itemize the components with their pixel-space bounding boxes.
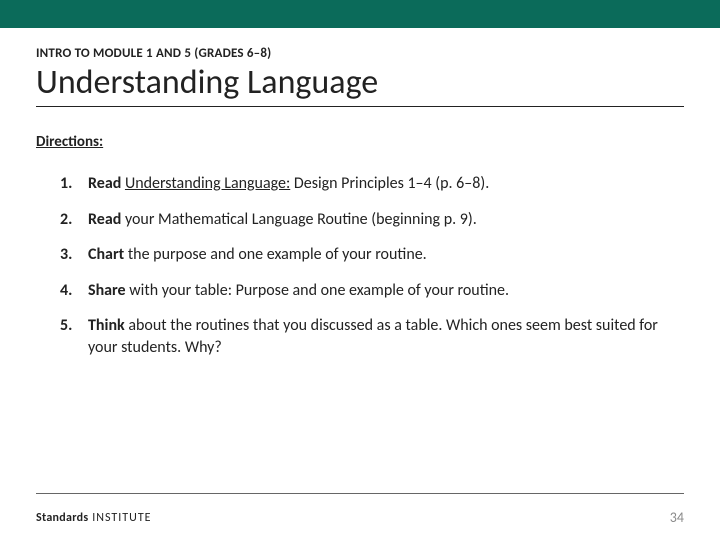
item-rest: about the routines that you discussed as… (88, 316, 658, 357)
lead-word: Think (88, 316, 128, 335)
brand-bold: Standards (36, 511, 89, 525)
list-item: Chart the purpose and one example of you… (60, 244, 684, 266)
page-number: 34 (670, 509, 684, 526)
directions-list: Read Understanding Language: Design Prin… (36, 173, 684, 359)
directions-heading: Directions: (36, 133, 684, 151)
lead-word: Read (88, 210, 125, 229)
lead-word: Share (88, 281, 129, 300)
content-area: INTRO TO MODULE 1 AND 5 (GRADES 6–8) Und… (0, 28, 720, 359)
top-bar (0, 0, 720, 28)
item-rest: Design Principles 1–4 (p. 6–8). (290, 174, 489, 193)
item-rest: with your table: Purpose and one example… (129, 281, 509, 300)
lead-word: Read (88, 174, 125, 193)
item-rest: your Mathematical Language Routine (begi… (125, 210, 477, 229)
brand-light: INSTITUTE (89, 511, 152, 525)
brand-logo: Standards INSTITUTE (36, 511, 152, 525)
list-item: Share with your table: Purpose and one e… (60, 280, 684, 302)
list-item: Read Understanding Language: Design Prin… (60, 173, 684, 195)
item-rest: the purpose and one example of your rout… (128, 245, 427, 264)
page-title: Understanding Language (36, 63, 684, 107)
footer-divider (36, 493, 684, 494)
lead-word: Chart (88, 245, 128, 264)
footer: Standards INSTITUTE 34 (36, 509, 684, 526)
underlined-title: Understanding Language: (125, 174, 290, 193)
list-item: Think about the routines that you discus… (60, 315, 684, 358)
list-item: Read your Mathematical Language Routine … (60, 209, 684, 231)
eyebrow-label: INTRO TO MODULE 1 AND 5 (GRADES 6–8) (36, 46, 684, 61)
